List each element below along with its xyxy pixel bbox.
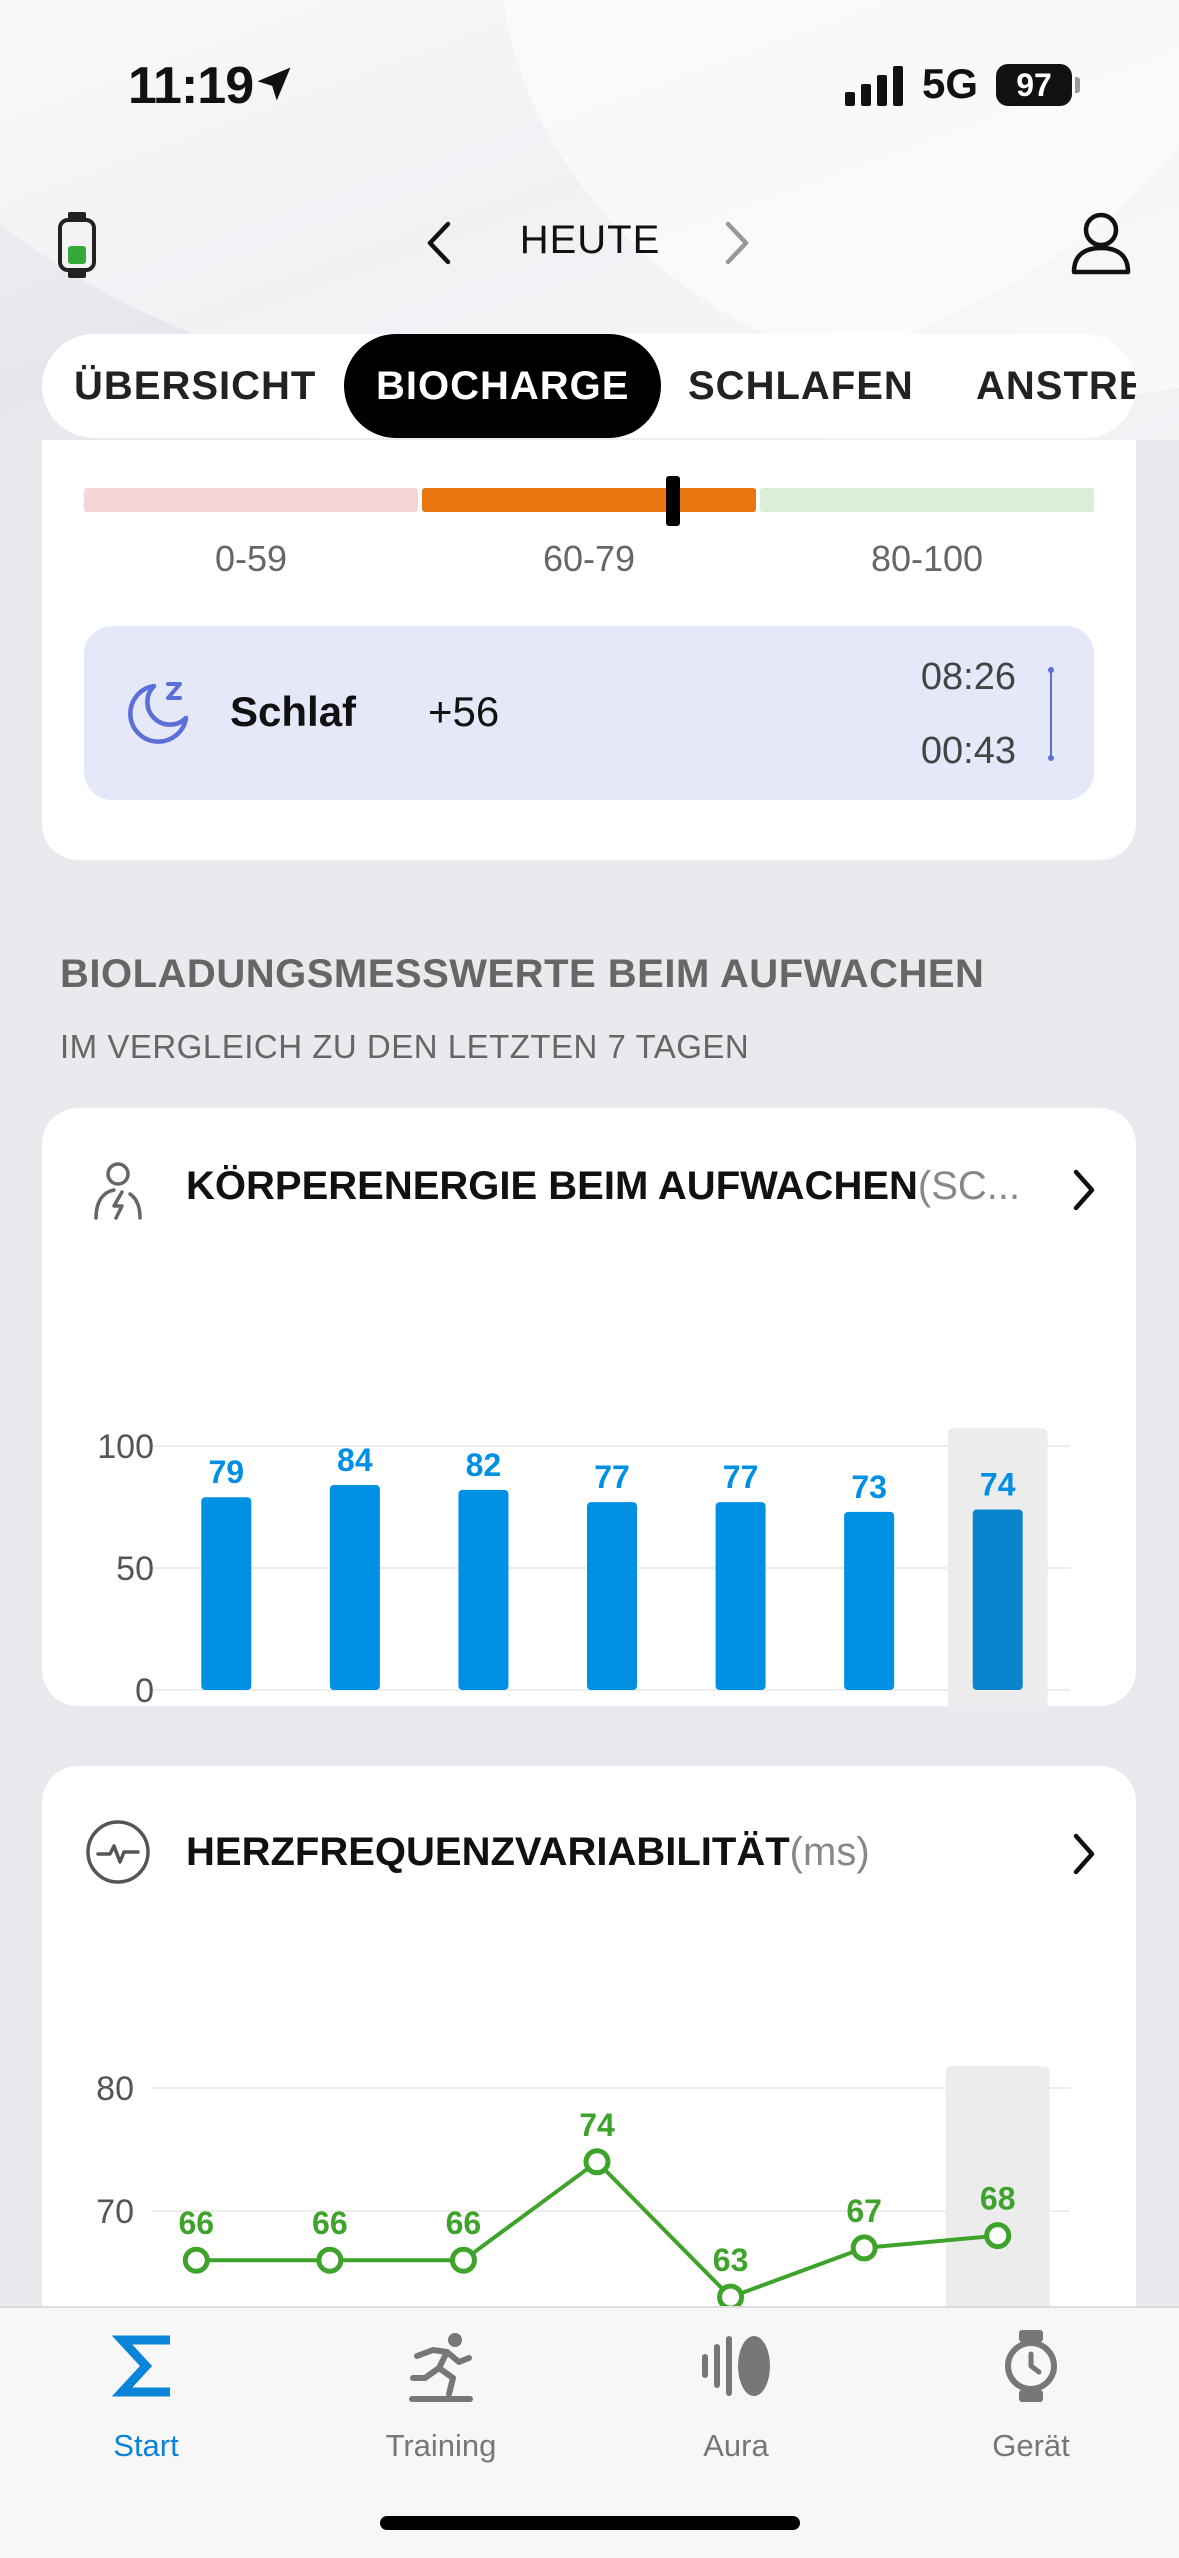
battery-tip bbox=[1075, 77, 1080, 93]
status-time: 11:19 bbox=[128, 57, 254, 115]
range-bar-mid bbox=[422, 488, 756, 512]
body-energy-card[interactable]: KÖRPERENERGIE BEIM AUFWACHEN(SC... 0 50 10… bbox=[42, 1108, 1136, 1706]
runner-icon bbox=[409, 2333, 473, 2402]
previous-day-button[interactable] bbox=[424, 220, 454, 266]
tab-schlafen[interactable]: SCHLAFEN bbox=[688, 364, 914, 408]
tabbar-training-label: Training bbox=[385, 2428, 497, 2463]
tabbar-geraet[interactable]: Gerät bbox=[931, 2308, 1131, 2468]
profile-icon[interactable] bbox=[1068, 210, 1134, 276]
point-value-label: 67 bbox=[846, 2193, 882, 2229]
point-value-label: 66 bbox=[312, 2205, 348, 2241]
chevron-right-icon[interactable] bbox=[1070, 1832, 1098, 1876]
chevron-right-icon[interactable] bbox=[1070, 1168, 1098, 1212]
watch-icon bbox=[1005, 2330, 1057, 2402]
sleep-value: +56 bbox=[428, 688, 500, 735]
bar-value-label: 77 bbox=[594, 1459, 630, 1495]
bar-value-label: 74 bbox=[980, 1466, 1016, 1502]
date-label: HEUTE bbox=[519, 218, 661, 262]
energy-card-title: KÖRPERENERGIE BEIM AUFWACHEN(SC... bbox=[186, 1164, 1021, 1208]
network-type: 5G bbox=[922, 60, 979, 107]
tab-anstrengung[interactable]: ANSTRE bbox=[976, 364, 1136, 408]
person-energy-icon bbox=[94, 1162, 142, 1220]
sleep-label: Schlaf bbox=[230, 688, 357, 735]
range-bar-high bbox=[760, 488, 1094, 512]
section-tabs: ÜBERSICHT BIOCHARGE SCHLAFEN ANSTRE bbox=[42, 334, 1136, 438]
tab-biocharge[interactable]: BIOCHARGE bbox=[344, 334, 662, 438]
battery-indicator: 97 bbox=[996, 64, 1072, 106]
range-label-low: 0-59 bbox=[214, 538, 288, 579]
y-tick-label: 80 bbox=[96, 2070, 134, 2108]
data-point bbox=[850, 2234, 878, 2262]
highlight-band bbox=[945, 2066, 1050, 2352]
range-label-mid: 60-79 bbox=[542, 538, 636, 579]
point-value-label: 74 bbox=[579, 2107, 615, 2143]
tabbar-start-label: Start bbox=[113, 2428, 179, 2463]
data-point bbox=[583, 2148, 611, 2176]
bar bbox=[201, 1497, 252, 1690]
data-point bbox=[984, 2222, 1012, 2250]
tabbar-start[interactable]: Start bbox=[46, 2308, 246, 2468]
bar-value-label: 79 bbox=[208, 1454, 244, 1490]
y-tick-label: 0 bbox=[135, 1672, 154, 1706]
hrv-card-title: HERZFREQUENZVARIABILITÄT(ms) bbox=[186, 1830, 870, 1874]
range-bar-low bbox=[84, 488, 418, 512]
status-bar: 11:19 5G 97 bbox=[0, 0, 1179, 150]
bar bbox=[329, 1485, 380, 1690]
tab-uebersicht[interactable]: ÜBERSICHT bbox=[74, 364, 317, 408]
tracker-device-icon[interactable] bbox=[56, 212, 98, 278]
point-value-label: 63 bbox=[713, 2242, 749, 2278]
sleep-time-end: 00:43 bbox=[920, 730, 1016, 772]
tabbar-training[interactable]: Training bbox=[341, 2308, 541, 2468]
bar bbox=[458, 1489, 509, 1690]
y-tick-label: 50 bbox=[116, 1550, 154, 1588]
point-value-label: 68 bbox=[980, 2181, 1016, 2217]
y-tick-label: 100 bbox=[97, 1428, 154, 1466]
bar bbox=[715, 1502, 766, 1690]
bar-value-label: 84 bbox=[337, 1442, 373, 1478]
bar-value-label: 77 bbox=[723, 1459, 759, 1495]
data-point bbox=[717, 2283, 745, 2311]
tabbar-aura[interactable]: Aura bbox=[636, 2308, 836, 2468]
y-tick-label: 70 bbox=[96, 2193, 134, 2231]
data-point bbox=[182, 2246, 210, 2274]
bar-value-label: 82 bbox=[466, 1447, 502, 1483]
heartbeat-icon bbox=[86, 1820, 150, 1884]
next-day-button[interactable] bbox=[722, 220, 752, 266]
point-value-label: 66 bbox=[446, 2205, 482, 2241]
cellular-signal-icon bbox=[845, 66, 903, 106]
biocharge-summary-card: 0-59 60-79 80-100 Schlaf +56 08:26 00:43 bbox=[42, 440, 1136, 860]
header-background bbox=[0, 0, 1179, 440]
data-point bbox=[316, 2246, 344, 2274]
tabbar-aura-label: Aura bbox=[703, 2428, 769, 2463]
current-level-marker bbox=[666, 476, 680, 526]
data-point bbox=[449, 2246, 477, 2274]
sleep-time-start: 08:26 bbox=[920, 656, 1016, 698]
sigma-icon bbox=[111, 2335, 170, 2397]
bar bbox=[587, 1502, 637, 1690]
section-title: BIOLADUNGSMESSWERTE BEIM AUFWACHEN bbox=[60, 952, 985, 996]
aura-icon bbox=[702, 2336, 770, 2396]
range-label-high: 80-100 bbox=[870, 538, 984, 579]
point-value-label: 66 bbox=[178, 2205, 214, 2241]
moon-sleep-icon bbox=[128, 682, 189, 744]
home-indicator bbox=[380, 2516, 800, 2530]
bar bbox=[844, 1511, 895, 1690]
section-subtitle: IM VERGLEICH ZU DEN LETZTEN 7 TAGEN bbox=[60, 1028, 750, 1065]
bar bbox=[972, 1509, 1023, 1690]
bar-value-label: 73 bbox=[851, 1469, 887, 1505]
hrv-card[interactable]: HERZFREQUENZVARIABILITÄT(ms) 60708066F66… bbox=[42, 1766, 1136, 2366]
sleep-timeline-indicator bbox=[1048, 667, 1054, 761]
tabbar-geraet-label: Gerät bbox=[992, 2428, 1070, 2463]
sleep-entry[interactable]: Schlaf +56 08:26 00:43 bbox=[84, 626, 1094, 800]
location-arrow-icon bbox=[257, 67, 291, 101]
